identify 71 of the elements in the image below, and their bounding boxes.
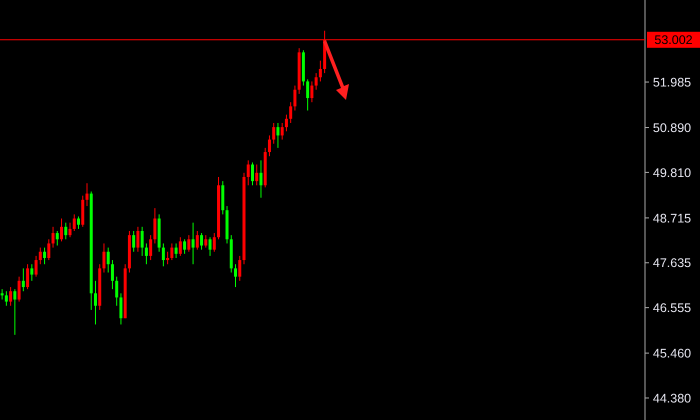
candlestick bbox=[234, 264, 238, 288]
candlestick bbox=[170, 242, 174, 261]
y-tick-label: 46.555 bbox=[652, 301, 692, 315]
candlestick bbox=[268, 134, 271, 157]
candlestick bbox=[255, 164, 258, 186]
candlestick bbox=[293, 85, 296, 112]
y-tick-label: 47.635 bbox=[652, 256, 692, 270]
candlestick bbox=[174, 242, 178, 258]
candlestick bbox=[276, 122, 280, 148]
candlestick bbox=[183, 238, 186, 254]
candlestick bbox=[192, 222, 195, 265]
candlestick bbox=[30, 264, 34, 282]
candlestick bbox=[306, 78, 310, 112]
candlestick bbox=[106, 247, 110, 274]
candlestick bbox=[284, 114, 288, 132]
candlestick bbox=[102, 242, 106, 274]
candlestick bbox=[136, 226, 140, 252]
y-tick-label: 51.985 bbox=[652, 75, 692, 90]
y-tick-label: 49.810 bbox=[652, 166, 692, 180]
candlestick bbox=[310, 80, 314, 103]
y-tick-label: 45.460 bbox=[652, 346, 692, 360]
candlestick bbox=[22, 268, 25, 292]
candlestick bbox=[38, 247, 42, 265]
candlestick bbox=[60, 218, 64, 242]
candlestick bbox=[187, 234, 190, 252]
y-tick-label: 50.890 bbox=[652, 120, 692, 135]
candlestick bbox=[178, 236, 182, 256]
candlestick bbox=[85, 182, 88, 207]
candlestick bbox=[196, 230, 199, 250]
candlestick bbox=[259, 160, 262, 198]
candlestick bbox=[43, 247, 46, 265]
candlestick bbox=[119, 292, 122, 325]
candlestick bbox=[56, 230, 59, 246]
candlestick bbox=[68, 222, 72, 238]
candlestick bbox=[18, 276, 21, 302]
candlestick bbox=[34, 255, 38, 278]
candlestick bbox=[238, 255, 242, 282]
candlestick bbox=[246, 160, 250, 186]
candlestick bbox=[140, 226, 144, 256]
candlestick bbox=[72, 214, 76, 232]
candlestick bbox=[272, 122, 276, 144]
candlestick bbox=[212, 232, 216, 252]
candlestick bbox=[132, 230, 136, 252]
y-tick-label: 44.380 bbox=[652, 391, 692, 406]
candlestick bbox=[52, 226, 55, 248]
candlestick bbox=[115, 276, 118, 306]
candlestick bbox=[280, 122, 284, 140]
candlestick bbox=[208, 236, 212, 256]
candlestick bbox=[149, 234, 152, 261]
candlestick bbox=[144, 242, 148, 265]
candlestick bbox=[162, 242, 165, 267]
candlestick bbox=[153, 208, 156, 244]
candlestick bbox=[0, 288, 4, 300]
candlestick bbox=[204, 234, 208, 248]
candlestick bbox=[318, 60, 322, 82]
candlestick bbox=[64, 222, 68, 240]
y-tick-label: 48.715 bbox=[652, 211, 692, 226]
candlestick bbox=[200, 232, 204, 250]
ref-line-label: 53.002 bbox=[654, 33, 693, 48]
candlestick bbox=[94, 280, 97, 325]
candlestick bbox=[166, 251, 170, 265]
candlestick bbox=[4, 290, 8, 306]
candlestick bbox=[9, 286, 12, 306]
candlestick bbox=[314, 72, 318, 90]
candlestick bbox=[47, 238, 50, 261]
candlestick bbox=[13, 288, 16, 336]
candlestick bbox=[289, 102, 292, 124]
candlestick bbox=[110, 260, 114, 290]
candlestick bbox=[26, 264, 30, 290]
candlestick bbox=[77, 216, 80, 230]
candlestick bbox=[250, 162, 254, 186]
